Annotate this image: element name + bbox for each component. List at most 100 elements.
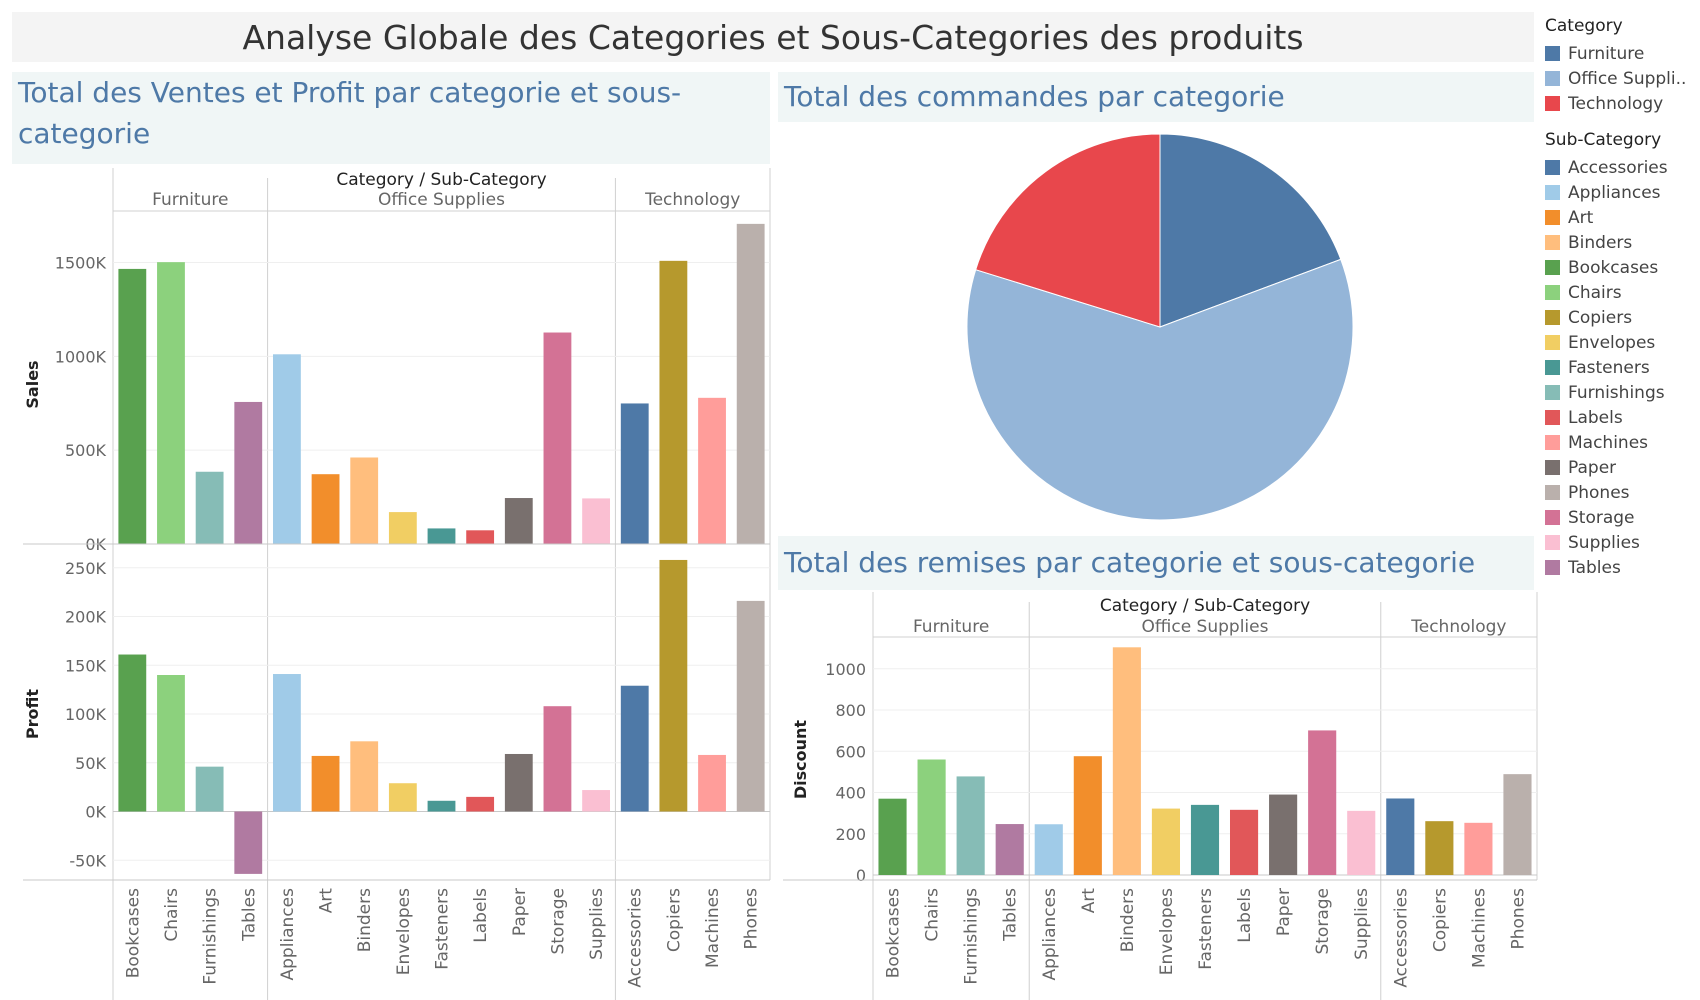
bar-profit-envelopes[interactable]	[388, 783, 417, 812]
bar-discount-bookcases[interactable]	[878, 798, 907, 875]
y-tick-label: 1000	[825, 660, 866, 679]
x-tick-label-storage: Storage	[548, 888, 568, 955]
legend-subcategory-storage[interactable]: Storage	[1545, 505, 1700, 530]
bar-profit-appliances[interactable]	[272, 674, 301, 812]
bar-profit-copiers[interactable]	[659, 559, 688, 812]
sales-profit-panel-title: Total des Ventes et Profit par categorie…	[12, 72, 770, 164]
bar-profit-binders[interactable]	[350, 741, 379, 812]
x-tick-label-fasteners: Fasteners	[1196, 888, 1216, 970]
x-tick-label-accessories: Accessories	[1391, 888, 1411, 988]
pie-slice-furniture[interactable]	[1159, 133, 1342, 328]
bar-discount-accessories[interactable]	[1386, 798, 1415, 875]
bar-discount-machines[interactable]	[1464, 822, 1493, 875]
legend-subcategory-bookcases[interactable]: Bookcases	[1545, 255, 1700, 280]
bar-discount-binders[interactable]	[1112, 647, 1141, 875]
legend-subcategory-labels[interactable]: Labels	[1545, 405, 1700, 430]
bar-profit-paper[interactable]	[504, 753, 533, 812]
bar-profit-art[interactable]	[311, 755, 340, 812]
legend-swatch	[1545, 385, 1560, 400]
pie-slice-office-supplies[interactable]	[966, 258, 1354, 521]
bar-sales-copiers[interactable]	[659, 260, 688, 544]
bar-sales-accessories[interactable]	[620, 403, 649, 544]
bar-profit-accessories[interactable]	[620, 685, 649, 812]
bar-profit-labels[interactable]	[466, 796, 495, 812]
bar-discount-storage[interactable]	[1308, 730, 1337, 875]
legend-label: Binders	[1568, 232, 1633, 253]
bar-profit-furnishings[interactable]	[195, 766, 224, 812]
bar-profit-tables[interactable]	[234, 811, 263, 874]
legend-label: Furnishings	[1568, 382, 1665, 403]
y-tick-label: 150K	[65, 656, 107, 675]
y-tick-label: 500K	[65, 441, 107, 460]
bar-sales-fasteners[interactable]	[427, 528, 456, 544]
pie-slice-technology[interactable]	[975, 133, 1161, 328]
bar-sales-phones[interactable]	[736, 223, 765, 544]
bar-discount-art[interactable]	[1073, 756, 1102, 875]
bar-profit-chairs[interactable]	[157, 675, 185, 812]
bar-profit-fasteners[interactable]	[427, 800, 456, 812]
bar-discount-supplies[interactable]	[1347, 810, 1376, 875]
legend-label: Paper	[1568, 457, 1617, 478]
bar-discount-fasteners[interactable]	[1190, 804, 1220, 875]
legend-swatch	[1545, 235, 1560, 250]
x-tick-label-binders: Binders	[1118, 888, 1138, 952]
legend-subcategory-supplies[interactable]: Supplies	[1545, 530, 1700, 555]
bar-discount-tables[interactable]	[995, 824, 1024, 875]
bar-discount-phones[interactable]	[1503, 774, 1532, 875]
legend-subcategory-binders[interactable]: Binders	[1545, 230, 1700, 255]
x-tick-label-labels: Labels	[1235, 888, 1255, 943]
legend-subcategory-envelopes[interactable]: Envelopes	[1545, 330, 1700, 355]
x-tick-label-furnishings: Furnishings	[201, 888, 221, 985]
legend-label: Supplies	[1568, 532, 1640, 553]
bar-discount-envelopes[interactable]	[1151, 808, 1181, 875]
legend-subcategory-appliances[interactable]: Appliances	[1545, 180, 1700, 205]
legend-label: Furniture	[1568, 43, 1645, 64]
bar-sales-binders[interactable]	[350, 457, 379, 544]
legend-subcategory-copiers[interactable]: Copiers	[1545, 305, 1700, 330]
bar-profit-supplies[interactable]	[582, 790, 611, 812]
legend-subcategory-phones[interactable]: Phones	[1545, 480, 1700, 505]
bar-sales-appliances[interactable]	[272, 354, 301, 544]
bar-sales-envelopes[interactable]	[388, 512, 417, 544]
legend-subcategory-chairs[interactable]: Chairs	[1545, 280, 1700, 305]
orders-pie-chart	[966, 133, 1354, 521]
legend-subcategory-fasteners[interactable]: Fasteners	[1545, 355, 1700, 380]
bar-sales-furnishings[interactable]	[195, 471, 224, 544]
bar-profit-storage[interactable]	[543, 706, 572, 812]
bar-sales-machines[interactable]	[698, 397, 726, 544]
subcategory-legend-title: Sub-Category	[1545, 130, 1662, 150]
bar-discount-chairs[interactable]	[917, 759, 946, 876]
bar-sales-storage[interactable]	[543, 332, 572, 544]
legend-category-furniture[interactable]: Furniture	[1545, 41, 1700, 66]
legend-swatch	[1545, 160, 1560, 175]
legend-subcategory-paper[interactable]: Paper	[1545, 455, 1700, 480]
bar-sales-tables[interactable]	[234, 401, 263, 544]
bar-profit-phones[interactable]	[736, 600, 765, 812]
bar-profit-bookcases[interactable]	[118, 654, 147, 812]
bar-sales-chairs[interactable]	[157, 262, 185, 544]
category-header-furniture: Furniture	[913, 617, 989, 637]
bar-discount-copiers[interactable]	[1425, 821, 1454, 875]
legend-subcategory-furnishings[interactable]: Furnishings	[1545, 380, 1700, 405]
legend-subcategory-accessories[interactable]: Accessories	[1545, 155, 1700, 180]
bar-profit-machines[interactable]	[698, 754, 726, 812]
y-tick-label: 250K	[65, 559, 107, 578]
legend-subcategory-art[interactable]: Art	[1545, 205, 1700, 230]
legend-swatch	[1545, 460, 1560, 475]
bar-sales-bookcases[interactable]	[118, 268, 147, 544]
bar-discount-paper[interactable]	[1269, 794, 1298, 875]
bar-discount-appliances[interactable]	[1034, 824, 1063, 875]
legend-swatch	[1545, 260, 1560, 275]
legend-subcategory-tables[interactable]: Tables	[1545, 555, 1700, 580]
bar-discount-labels[interactable]	[1229, 809, 1259, 875]
bar-sales-labels[interactable]	[466, 530, 495, 544]
legend-category-technology[interactable]: Technology	[1545, 91, 1700, 116]
bar-sales-supplies[interactable]	[582, 498, 611, 544]
bar-sales-art[interactable]	[311, 474, 340, 544]
legend-category-office-suppli[interactable]: Office Suppli..	[1545, 66, 1700, 91]
bar-sales-paper[interactable]	[504, 498, 533, 544]
legend-swatch	[1545, 210, 1560, 225]
legend-subcategory-machines[interactable]: Machines	[1545, 430, 1700, 455]
category-legend-title: Category	[1545, 16, 1623, 36]
bar-discount-furnishings[interactable]	[956, 776, 985, 875]
